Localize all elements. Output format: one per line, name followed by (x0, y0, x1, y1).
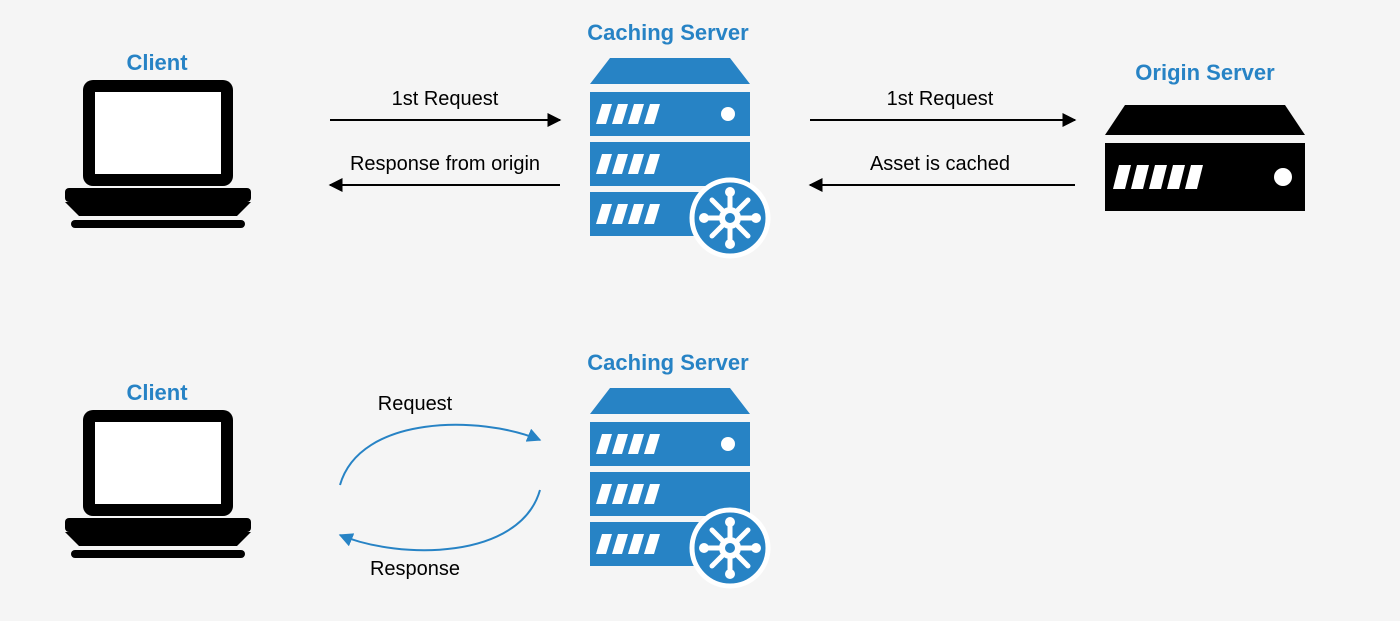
arrow-label: Response (370, 558, 460, 580)
arrow-req1-cache-origin: 1st Request (810, 88, 1075, 120)
arrow-req1-client-cache: 1st Request (330, 88, 560, 120)
arrow-label: 1st Request (392, 88, 499, 110)
arrow-response-curved: Response (340, 490, 540, 580)
laptop-icon (65, 80, 251, 228)
caching-server-icon (590, 58, 768, 256)
arrow-label: 1st Request (887, 88, 994, 110)
origin-title: Origin Server (1135, 60, 1275, 85)
arrow-label: Response from origin (350, 153, 540, 175)
origin-server-icon (1105, 105, 1305, 211)
caching-diagram: Client Caching Server (0, 0, 1400, 621)
arrow-label: Request (378, 393, 453, 415)
cache2-title: Caching Server (587, 350, 749, 375)
arrow-label: Asset is cached (870, 153, 1010, 175)
client1-title: Client (126, 50, 188, 75)
arrow-resp1-origin-cache: Asset is cached (810, 153, 1075, 185)
cache1-title: Caching Server (587, 20, 749, 45)
arrow-resp1-cache-client: Response from origin (330, 153, 560, 185)
caching-server-icon (590, 388, 768, 586)
client2-title: Client (126, 380, 188, 405)
laptop-icon (65, 410, 251, 558)
arrow-request-curved: Request (340, 393, 540, 485)
